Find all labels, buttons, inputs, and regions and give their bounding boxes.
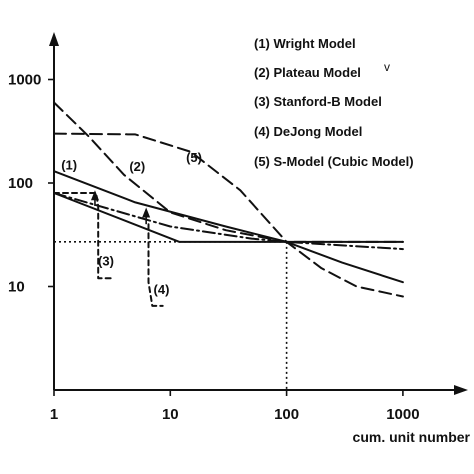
curve-label: (3) (98, 253, 114, 268)
x-tick-label: 1 (50, 406, 58, 423)
reference-lines (54, 241, 288, 390)
series-line-6 (53, 192, 404, 251)
legend-item-s-model: (5) S-Model (Cubic Model) (254, 154, 414, 169)
jump-arrow-head (90, 190, 99, 201)
curve-label: (2) (129, 159, 145, 174)
x-tick-label: 10 (162, 406, 179, 423)
legend-item-dejong: (4) DeJong Model (254, 124, 362, 139)
y-tick-label: 100 (8, 175, 33, 192)
legend-item-plateau: (2) Plateau Model (254, 65, 361, 80)
x-axis-arrow (454, 385, 468, 395)
legend: (1) Wright Model (2) Plateau Model v (3)… (254, 36, 414, 169)
curve-label: (4) (154, 282, 170, 297)
ticks: 1 10 100 1000 10 100 1000 (8, 72, 420, 424)
x-tick-label: 100 (274, 406, 299, 423)
series-line-1 (53, 170, 404, 284)
curve-label: (1) (61, 158, 77, 173)
y-axis-arrow (49, 32, 59, 46)
series-line-4 (147, 223, 164, 307)
x-tick-label: 1000 (386, 406, 419, 423)
jump-arrow-head (142, 207, 151, 218)
x-axis-title: cum. unit number (353, 429, 471, 445)
legend-annotation-mark: v (384, 60, 390, 74)
y-tick-label: 1000 (8, 72, 41, 89)
series-line-5 (53, 132, 404, 298)
curve-labels: (1) (2) (5) (3) (4) (61, 150, 202, 297)
y-tick-label: 10 (8, 279, 25, 296)
series-line-7 (53, 192, 404, 243)
legend-item-stanford-b: (3) Stanford-B Model (254, 94, 382, 109)
series-group (53, 101, 404, 307)
curve-label: (5) (186, 150, 202, 165)
legend-item-wright: (1) Wright Model (254, 36, 356, 51)
axes (49, 32, 468, 395)
